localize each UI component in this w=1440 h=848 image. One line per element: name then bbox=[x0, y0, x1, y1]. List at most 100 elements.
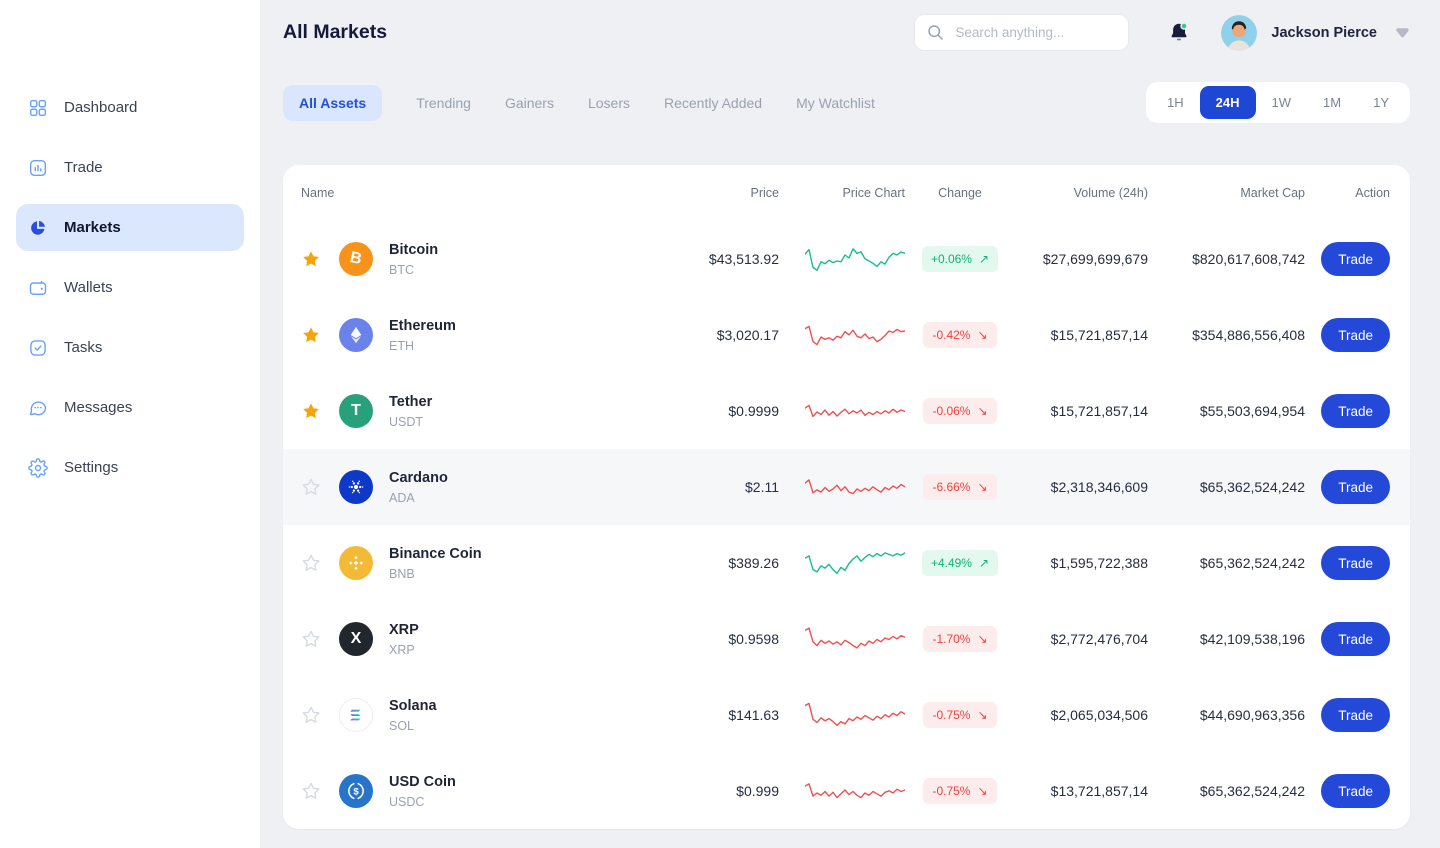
market-cap-value: $65,362,524,242 bbox=[1199, 479, 1305, 495]
sidebar-item-label: Markets bbox=[64, 219, 121, 236]
trade-button[interactable]: Trade bbox=[1321, 470, 1390, 504]
trend-arrow-icon: ↘ bbox=[977, 480, 988, 494]
settings-gear-icon bbox=[28, 457, 48, 478]
change-value: -1.70% bbox=[932, 632, 971, 646]
trade-button[interactable]: Trade bbox=[1321, 774, 1390, 808]
tab-all-assets[interactable]: All Assets bbox=[283, 84, 383, 121]
favorite-star-icon[interactable] bbox=[301, 325, 321, 345]
change-badge: -0.75% ↘ bbox=[923, 778, 997, 804]
coin-name: Tether bbox=[389, 393, 433, 410]
coin-cell: Binance Coin BNB bbox=[339, 546, 581, 581]
sidebar-item-messages[interactable]: Messages bbox=[16, 384, 244, 431]
time-filter-1w[interactable]: 1W bbox=[1256, 86, 1308, 119]
coin-cell: T Tether USDT bbox=[339, 394, 581, 429]
tab-trending[interactable]: Trending bbox=[416, 94, 471, 111]
time-filter-24h[interactable]: 24H bbox=[1199, 86, 1256, 119]
sidebar-item-wallets[interactable]: Wallets bbox=[16, 264, 244, 311]
trade-button[interactable]: Trade bbox=[1321, 318, 1390, 352]
favorite-star-icon[interactable] bbox=[301, 553, 321, 573]
price-sparkline bbox=[805, 317, 905, 353]
coin-icon bbox=[339, 546, 373, 580]
coin-name: Solana bbox=[389, 697, 437, 714]
coin-name: Binance Coin bbox=[389, 545, 482, 562]
time-filter-1m[interactable]: 1M bbox=[1307, 86, 1357, 119]
asset-tabs: All Assets Trending Gainers Losers Recen… bbox=[283, 84, 875, 121]
market-cap-value: $820,617,608,742 bbox=[1192, 251, 1305, 267]
change-value: +0.06% bbox=[930, 252, 972, 266]
table-row[interactable]: T Tether USDT $0.9999 -0.06% ↘ $15,721,8… bbox=[283, 373, 1410, 449]
favorite-star-icon[interactable] bbox=[301, 249, 321, 269]
sidebar-item-tasks[interactable]: Tasks bbox=[16, 324, 244, 371]
coin-symbol: BTC bbox=[389, 262, 414, 277]
favorite-star-icon[interactable] bbox=[301, 705, 321, 725]
coin-cell: Cardano ADA bbox=[339, 470, 581, 505]
sidebar-item-label: Messages bbox=[64, 399, 133, 416]
time-filter-1h[interactable]: 1H bbox=[1151, 86, 1200, 119]
price-sparkline bbox=[805, 393, 905, 429]
favorite-star-icon[interactable] bbox=[301, 781, 321, 801]
volume-value: $27,699,699,679 bbox=[1042, 251, 1148, 267]
column-header-market-cap: Market Cap bbox=[1240, 186, 1305, 200]
main-content: All Markets bbox=[260, 0, 1440, 848]
table-row[interactable]: $ USD Coin USDC $0.999 -0.75% ↘ $13,721,… bbox=[283, 753, 1410, 829]
notification-bell-icon[interactable] bbox=[1167, 21, 1191, 45]
sidebar-item-markets[interactable]: Markets bbox=[16, 204, 244, 251]
table-row[interactable]: B Bitcoin BTC $43,513.92 +0.06% ↗ $27,69… bbox=[283, 221, 1410, 297]
coin-icon bbox=[339, 470, 373, 504]
sidebar-item-label: Wallets bbox=[64, 279, 113, 296]
messages-bubble-icon bbox=[28, 398, 48, 418]
trade-button[interactable]: Trade bbox=[1321, 242, 1390, 276]
table-row[interactable]: Binance Coin BNB $389.26 +4.49% ↗ $1,595… bbox=[283, 525, 1410, 601]
table-row[interactable]: Cardano ADA $2.11 -6.66% ↘ $2,318,346,60… bbox=[283, 449, 1410, 525]
favorite-star-icon[interactable] bbox=[301, 477, 321, 497]
table-row[interactable]: Solana SOL $141.63 -0.75% ↘ $2,065,034,5… bbox=[283, 677, 1410, 753]
search-icon bbox=[926, 23, 945, 42]
change-badge: +4.49% ↗ bbox=[921, 550, 999, 576]
sidebar-item-dashboard[interactable]: Dashboard bbox=[16, 84, 244, 131]
tab-my-watchlist[interactable]: My Watchlist bbox=[796, 94, 875, 111]
coin-symbol: ETH bbox=[389, 338, 414, 353]
trade-button[interactable]: Trade bbox=[1321, 622, 1390, 656]
user-name[interactable]: Jackson Pierce bbox=[1271, 24, 1377, 41]
sidebar-item-label: Trade bbox=[64, 159, 103, 176]
tab-recently-added[interactable]: Recently Added bbox=[664, 94, 763, 111]
trade-button[interactable]: Trade bbox=[1321, 546, 1390, 580]
page-title: All Markets bbox=[283, 21, 388, 43]
chevron-down-icon[interactable] bbox=[1395, 27, 1410, 38]
table-row[interactable]: X XRP XRP $0.9598 -1.70% ↘ $2,772,476,70… bbox=[283, 601, 1410, 677]
price-value: $0.999 bbox=[736, 783, 779, 799]
sidebar-item-label: Tasks bbox=[64, 339, 103, 356]
svg-text:$: $ bbox=[353, 786, 359, 797]
search-input[interactable] bbox=[953, 24, 1118, 41]
column-header-price: Price bbox=[750, 186, 779, 200]
tab-losers[interactable]: Losers bbox=[587, 94, 630, 111]
table-row[interactable]: Ethereum ETH $3,020.17 -0.42% ↘ $15,721,… bbox=[283, 297, 1410, 373]
volume-value: $2,318,346,609 bbox=[1050, 479, 1148, 495]
sidebar-item-label: Dashboard bbox=[64, 99, 138, 116]
coin-cell: Ethereum ETH bbox=[339, 318, 581, 353]
avatar[interactable] bbox=[1221, 14, 1258, 51]
tab-gainers[interactable]: Gainers bbox=[504, 94, 554, 111]
change-value: -0.06% bbox=[932, 404, 971, 418]
favorite-star-icon[interactable] bbox=[301, 629, 321, 649]
coin-icon: $ bbox=[339, 774, 373, 808]
sidebar-item-settings[interactable]: Settings bbox=[16, 444, 244, 491]
sidebar-item-trade[interactable]: Trade bbox=[16, 144, 244, 191]
sidebar: Dashboard Trade Markets Wallets Tasks Me… bbox=[0, 0, 260, 848]
trade-button[interactable]: Trade bbox=[1321, 394, 1390, 428]
markets-table-card: Name Price Price Chart Change Volume (24… bbox=[283, 165, 1410, 829]
trade-button[interactable]: Trade bbox=[1321, 698, 1390, 732]
time-filter-1y[interactable]: 1Y bbox=[1357, 86, 1405, 119]
trend-arrow-icon: ↘ bbox=[977, 404, 988, 418]
change-badge: -0.75% ↘ bbox=[923, 702, 997, 728]
change-badge: -6.66% ↘ bbox=[923, 474, 997, 500]
search-box[interactable] bbox=[914, 14, 1130, 51]
market-cap-value: $354,886,556,408 bbox=[1192, 327, 1305, 343]
price-value: $3,020.17 bbox=[716, 327, 779, 343]
coin-icon bbox=[339, 318, 373, 352]
sidebar-item-label: Settings bbox=[64, 459, 119, 476]
favorite-star-icon[interactable] bbox=[301, 401, 321, 421]
coin-cell: $ USD Coin USDC bbox=[339, 774, 581, 809]
column-header-change: Change bbox=[938, 186, 982, 200]
price-sparkline bbox=[805, 241, 905, 277]
